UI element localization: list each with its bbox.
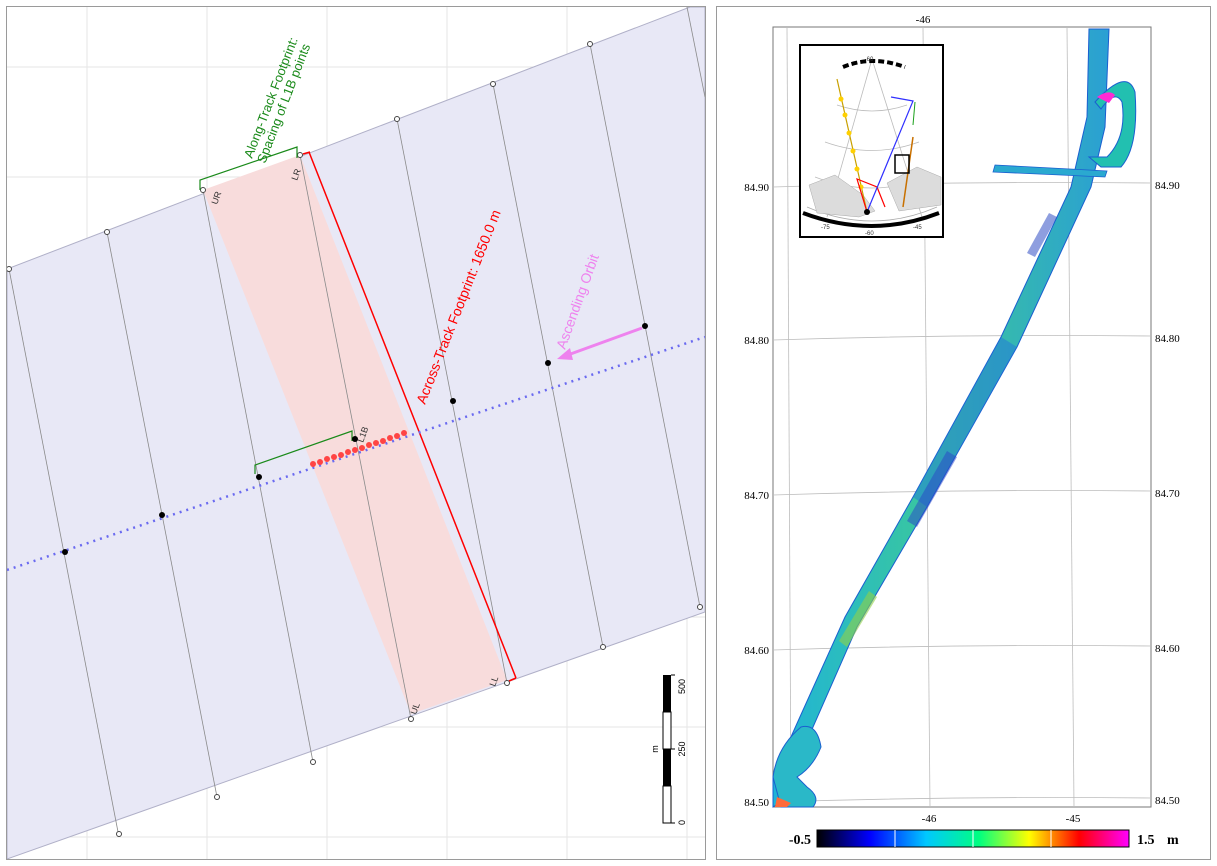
corner-label-ur: UR bbox=[209, 190, 223, 206]
scale-tick-250: 250 bbox=[677, 741, 687, 756]
lat-label-left-3: 84.70 bbox=[744, 490, 769, 502]
lon-label-bottom-1: -46 bbox=[922, 813, 937, 825]
footprint-schematic-map: Along-Track Footprint: Spacing of L1B po… bbox=[7, 7, 705, 859]
inset-lon-label-1: -75 bbox=[821, 225, 830, 231]
lat-labels-right: 84.90 84.80 84.70 84.60 84.50 bbox=[1155, 180, 1180, 807]
graticule bbox=[772, 26, 1152, 808]
lat-label-right-3: 84.70 bbox=[1155, 488, 1180, 500]
corner-label-ll: LL bbox=[487, 675, 500, 688]
footprint-schematic-panel: Along-Track Footprint: Spacing of L1B po… bbox=[6, 6, 706, 860]
across-track-footprint-line bbox=[308, 151, 517, 679]
scale-bar: 500 250 0 m bbox=[650, 674, 687, 825]
scale-tick-0: 0 bbox=[677, 820, 687, 825]
colorbar: -0.5 1.5 m bbox=[789, 829, 1179, 848]
elevation-swath bbox=[772, 28, 1137, 808]
scale-unit: m bbox=[650, 745, 660, 753]
along-track-label: Along-Track Footprint: Spacing of L1B po… bbox=[241, 32, 315, 165]
lat-label-right-4: 84.60 bbox=[1155, 643, 1180, 655]
inset-lon-label-3: -45 bbox=[913, 225, 922, 231]
elevation-map-panel: -75 -60 -45 -60 84.90 84.80 84.70 84.60 … bbox=[716, 6, 1211, 860]
lon-label-bottom-2: -45 bbox=[1066, 813, 1081, 825]
inset-overview-map: -75 -60 -45 -60 bbox=[799, 44, 944, 238]
colorbar-unit: m bbox=[1167, 833, 1179, 848]
corner-label-ul: UL bbox=[408, 701, 421, 715]
elevation-map: -75 -60 -45 -60 84.90 84.80 84.70 84.60 … bbox=[744, 14, 1180, 848]
corner-label-lr: LR bbox=[289, 167, 303, 182]
colorbar-min-label: -0.5 bbox=[789, 833, 811, 848]
l1b-points bbox=[310, 430, 407, 467]
colorbar-max-label: 1.5 bbox=[1137, 833, 1155, 848]
lat-labels-left: 84.90 84.80 84.70 84.60 84.50 bbox=[744, 182, 769, 809]
ascending-orbit-arrowhead bbox=[557, 348, 573, 360]
lon-label-top: -46 bbox=[916, 14, 931, 26]
along-track-bracket-center bbox=[254, 430, 353, 474]
inset-lon-label-2: -60 bbox=[865, 231, 874, 237]
along-track-bracket-top bbox=[199, 146, 298, 190]
lat-label-right-2: 84.80 bbox=[1155, 333, 1180, 345]
lat-label-left-2: 84.80 bbox=[744, 335, 769, 347]
ascending-orbit-arrow bbox=[564, 326, 643, 358]
track-center-points bbox=[62, 323, 648, 555]
lat-label-left-4: 84.60 bbox=[744, 645, 769, 657]
lat-label-right-1: 84.90 bbox=[1155, 180, 1180, 192]
lat-label-left-1: 84.90 bbox=[744, 182, 769, 194]
lat-label-left-5: 84.50 bbox=[744, 797, 769, 809]
inset-top-label: -60 bbox=[865, 57, 874, 63]
footprint-corner-markers bbox=[7, 41, 703, 837]
lat-label-right-5: 84.50 bbox=[1155, 795, 1180, 807]
scale-tick-500: 500 bbox=[677, 679, 687, 694]
